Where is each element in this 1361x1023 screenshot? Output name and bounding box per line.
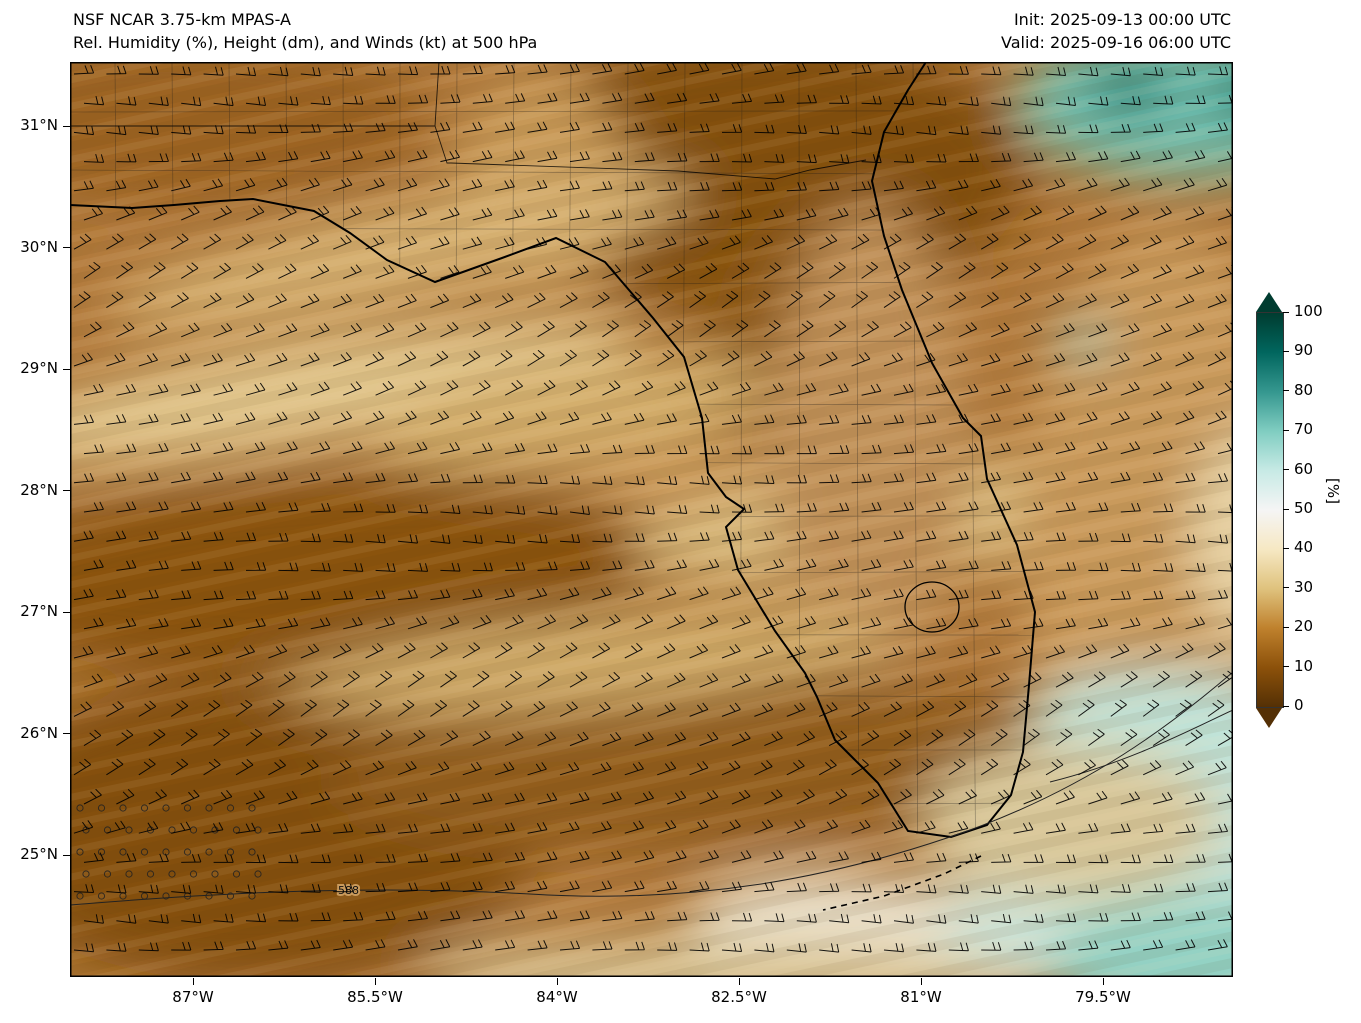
y-tick-label: 28°N [20, 480, 58, 499]
colorbar-tick-mark [1283, 547, 1289, 549]
colorbar-unit-label: [%] [1324, 478, 1342, 504]
y-tick-label: 25°N [20, 845, 58, 863]
y-tick-mark [63, 490, 70, 491]
colorbar-tick-mark [1283, 311, 1289, 313]
colorbar-tick-mark [1283, 429, 1289, 431]
y-tick-mark [63, 733, 70, 734]
colorbar-tick-label: 80 [1294, 380, 1314, 399]
contour-label-588: 588 [338, 884, 359, 897]
x-tick-label: 79.5°W [1075, 988, 1131, 1006]
y-tick-mark [63, 854, 70, 856]
colorbar-tick-mark [1283, 469, 1289, 471]
field-subtitle: Rel. Humidity (%), Height (dm), and Wind… [73, 33, 538, 52]
y-tick-mark [63, 368, 70, 370]
colorbar-tick-mark [1283, 705, 1289, 707]
coastline [70, 62, 1037, 911]
x-tick-mark [193, 978, 194, 985]
colorbar-tick-label: 50 [1294, 499, 1314, 517]
colorbar-tick-label: 20 [1294, 617, 1314, 636]
x-tick-label: 81°W [900, 988, 942, 1006]
y-tick-label: 26°N [20, 723, 58, 742]
init-time: Init: 2025-09-13 00:00 UTC [1013, 10, 1231, 29]
map-frame [70, 62, 1233, 977]
model-title: NSF NCAR 3.75-km MPAS-A [73, 10, 291, 29]
y-tick-label: 29°N [20, 359, 58, 377]
valid-time: Valid: 2025-09-16 06:00 UTC [1000, 33, 1231, 52]
map-panel: 588 [70, 62, 1233, 977]
colorbar-tick-mark [1283, 626, 1289, 628]
state-borders [70, 62, 867, 180]
x-tick-label: 82.5°W [711, 988, 767, 1006]
colorbar-tick-label: 90 [1294, 341, 1314, 360]
colorbar-tick-mark [1283, 350, 1289, 352]
colorbar-tick-label: 60 [1294, 459, 1314, 478]
x-tick-mark [557, 978, 558, 985]
x-tick-mark [1103, 978, 1104, 985]
header-left: NSF NCAR 3.75-km MPAS-A Rel. Humidity (%… [73, 8, 537, 54]
colorbar-tick-mark [1283, 508, 1289, 510]
colorbar-tick-mark [1283, 587, 1289, 589]
header-right: Init: 2025-09-13 00:00 UTC Valid: 2025-0… [1001, 8, 1231, 54]
colorbar-arrow-top [1256, 292, 1282, 312]
x-tick-label: 85.5°W [347, 988, 403, 1006]
colorbar-tick-label: 70 [1294, 420, 1314, 439]
colorbar-tick-mark [1283, 390, 1289, 392]
x-tick-mark [739, 978, 740, 985]
y-tick-mark [63, 125, 70, 127]
y-tick-mark [63, 247, 70, 248]
colorbar-tick-label: 10 [1294, 656, 1314, 675]
y-tick-label: 27°N [20, 602, 58, 620]
colorbar-arrow-bottom [1256, 708, 1282, 728]
y-tick-label: 30°N [20, 237, 58, 256]
x-tick-mark [375, 978, 376, 985]
colorbar-tick-label: 40 [1294, 538, 1314, 557]
florida-keys [822, 855, 982, 911]
colorbar-tick-label: 100 [1294, 302, 1323, 320]
lake-okeechobee [904, 581, 960, 633]
x-tick-mark [921, 978, 922, 985]
y-tick-mark [63, 611, 70, 613]
colorbar-gradient [1256, 312, 1284, 708]
y-tick-label: 31°N [20, 116, 58, 134]
colorbar [1256, 292, 1284, 728]
colorbar-tick-mark [1283, 666, 1289, 668]
colorbar-tick-label: 30 [1294, 577, 1314, 596]
x-tick-label: 87°W [172, 988, 214, 1006]
colorbar-tick-label: 0 [1294, 696, 1304, 714]
humidity-shading [70, 62, 1233, 977]
x-tick-label: 84°W [536, 988, 578, 1006]
